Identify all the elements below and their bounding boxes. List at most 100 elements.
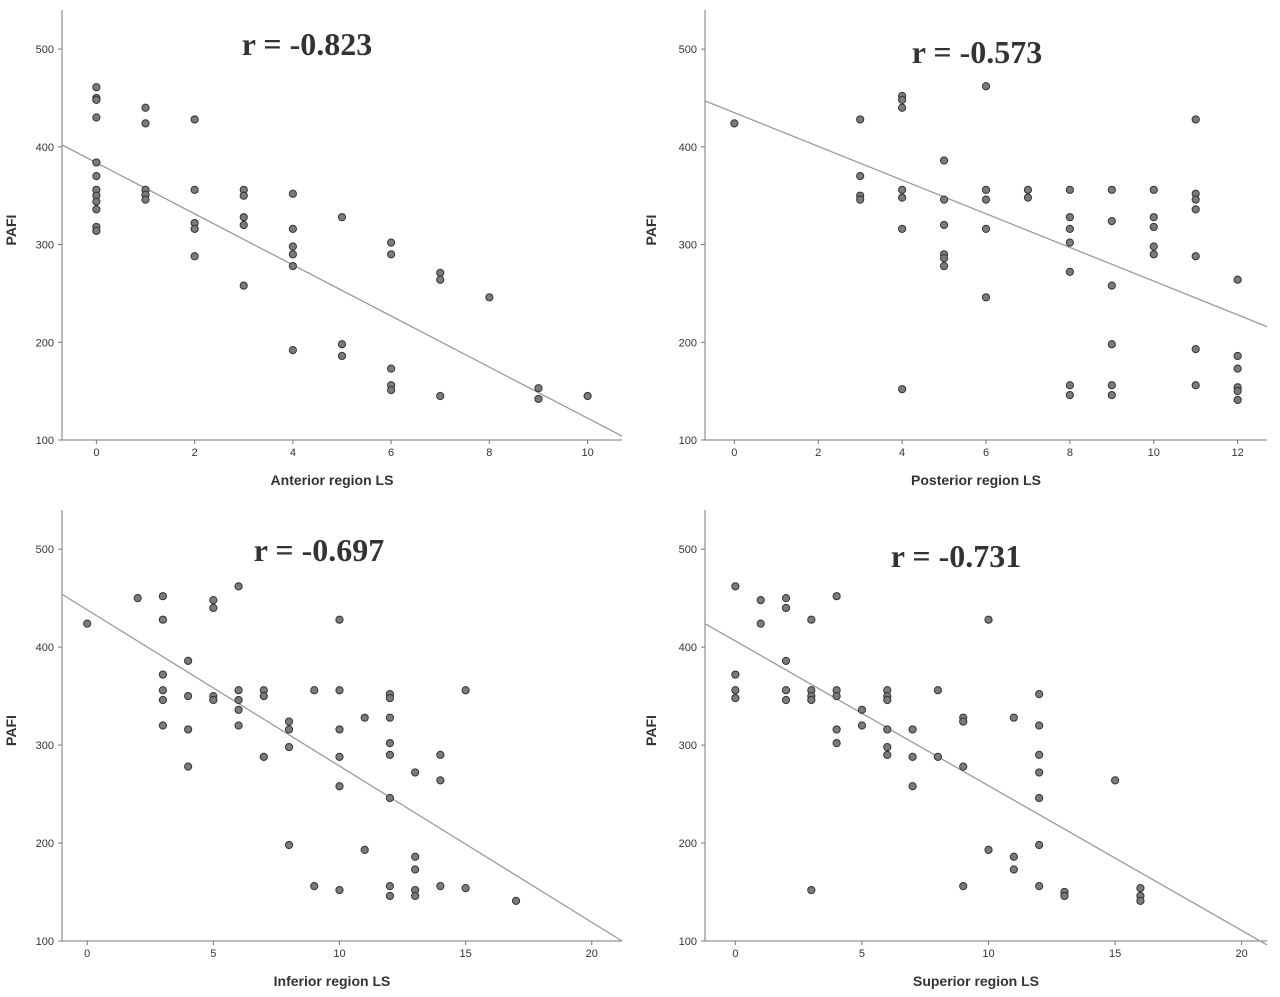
anterior-data-point xyxy=(337,340,347,349)
superior-data-point xyxy=(1035,721,1044,730)
superior-data-point xyxy=(883,750,892,759)
superior-data-point xyxy=(756,596,765,605)
posterior-data-point xyxy=(1149,222,1158,232)
posterior-data-point xyxy=(1065,185,1074,194)
inferior-data-point xyxy=(385,882,395,891)
anterior-data-point xyxy=(387,250,396,259)
posterior-data-point xyxy=(856,195,865,204)
inferior-data-point xyxy=(411,865,420,874)
anterior-data-point xyxy=(190,115,199,124)
superior-data-point xyxy=(781,686,791,695)
anterior-data-point xyxy=(239,191,248,200)
inferior-y-tick-label: 400 xyxy=(36,642,54,654)
superior-data-point xyxy=(1060,891,1069,901)
anterior-correlation-label: r = -0.823 xyxy=(242,26,373,62)
inferior-data-point xyxy=(234,686,243,695)
posterior-data-point xyxy=(1107,216,1116,226)
posterior-data-point xyxy=(1107,340,1116,349)
posterior-x-tick-label: 8 xyxy=(1067,447,1073,459)
superior-x-tick-label: 20 xyxy=(1236,948,1248,960)
inferior-x-tick-label: 20 xyxy=(586,948,598,960)
inferior-data-point xyxy=(436,776,445,785)
posterior-data-point xyxy=(1149,250,1158,259)
inferior-data-point xyxy=(184,692,193,701)
inferior-data-point xyxy=(184,656,193,665)
superior-y-tick-label: 100 xyxy=(679,936,697,948)
posterior-data-point xyxy=(898,193,907,202)
inferior-data-point xyxy=(385,693,395,703)
anterior-data-point xyxy=(436,268,445,277)
superior-data-point xyxy=(857,705,867,714)
inferior-x-tick-label: 10 xyxy=(333,948,345,960)
superior-data-point xyxy=(908,725,917,734)
inferior-data-point xyxy=(133,594,142,603)
posterior-data-point xyxy=(898,185,907,194)
inferior-data-point xyxy=(310,686,319,695)
superior-x-axis-title: Superior region LS xyxy=(913,973,1039,989)
anterior-data-point xyxy=(92,197,101,206)
inferior-data-point xyxy=(411,891,420,901)
inferior-data-point xyxy=(259,692,268,701)
posterior-data-point xyxy=(939,156,949,165)
anterior-data-point xyxy=(534,384,543,393)
anterior-data-point xyxy=(92,95,101,105)
superior-data-point xyxy=(1035,750,1044,759)
superior-data-point xyxy=(731,693,740,703)
posterior-data-point xyxy=(939,220,949,230)
anterior-data-point xyxy=(141,195,150,204)
anterior-x-tick-label: 4 xyxy=(290,447,296,459)
superior-data-point xyxy=(959,762,968,771)
superior-data-point xyxy=(883,725,892,734)
posterior-y-tick-label: 300 xyxy=(679,240,697,252)
inferior-data-point xyxy=(436,882,445,891)
anterior-data-point xyxy=(387,364,396,373)
anterior-y-axis-title: PAFI xyxy=(3,215,19,246)
superior-y-tick-label: 200 xyxy=(679,838,697,850)
inferior-data-point xyxy=(158,686,168,695)
posterior-data-point xyxy=(939,254,949,263)
superior-data-point xyxy=(832,692,841,701)
superior-y-tick-label: 300 xyxy=(679,740,697,752)
anterior-data-point xyxy=(583,391,592,401)
inferior-data-point xyxy=(335,885,344,895)
anterior-y-tick-label: 500 xyxy=(36,44,54,56)
inferior-data-point xyxy=(461,686,470,695)
superior-data-point xyxy=(883,742,892,752)
posterior-data-point xyxy=(898,224,907,234)
superior-x-tick-label: 5 xyxy=(859,948,865,960)
inferior-data-point xyxy=(284,725,294,734)
anterior-data-point xyxy=(288,261,297,271)
anterior-data-point xyxy=(92,158,101,167)
posterior-data-point xyxy=(856,172,865,181)
posterior-data-point xyxy=(1107,390,1116,400)
anterior-y-tick-label: 400 xyxy=(36,142,54,154)
superior-y-tick-label: 400 xyxy=(679,642,697,654)
superior-data-point xyxy=(959,717,968,726)
inferior-data-point xyxy=(335,686,344,695)
superior-x-tick-label: 15 xyxy=(1109,948,1121,960)
superior-x-tick-label: 10 xyxy=(982,948,994,960)
posterior-data-point xyxy=(898,103,907,112)
anterior-data-point xyxy=(485,293,494,302)
anterior-x-tick-label: 6 xyxy=(388,447,394,459)
posterior-x-tick-label: 0 xyxy=(731,447,737,459)
posterior-data-point xyxy=(1065,213,1074,222)
inferior-data-point xyxy=(284,840,294,850)
inferior-data-point xyxy=(511,896,521,905)
inferior-data-point xyxy=(436,750,445,759)
inferior-data-point xyxy=(234,705,243,714)
posterior-data-point xyxy=(1191,381,1200,390)
inferior-data-point xyxy=(234,695,243,705)
posterior-data-point xyxy=(1233,275,1242,284)
inferior-data-point xyxy=(335,615,344,624)
inferior-data-point xyxy=(411,852,420,861)
superior-data-point xyxy=(1136,896,1145,905)
superior-data-point xyxy=(1111,776,1120,785)
anterior-data-point xyxy=(141,119,150,128)
inferior-x-tick-label: 5 xyxy=(210,948,216,960)
anterior-x-tick-label: 10 xyxy=(581,447,593,459)
anterior-data-point xyxy=(288,345,297,355)
superior-data-point xyxy=(832,592,841,601)
posterior-x-axis-title: Posterior region LS xyxy=(911,472,1041,488)
